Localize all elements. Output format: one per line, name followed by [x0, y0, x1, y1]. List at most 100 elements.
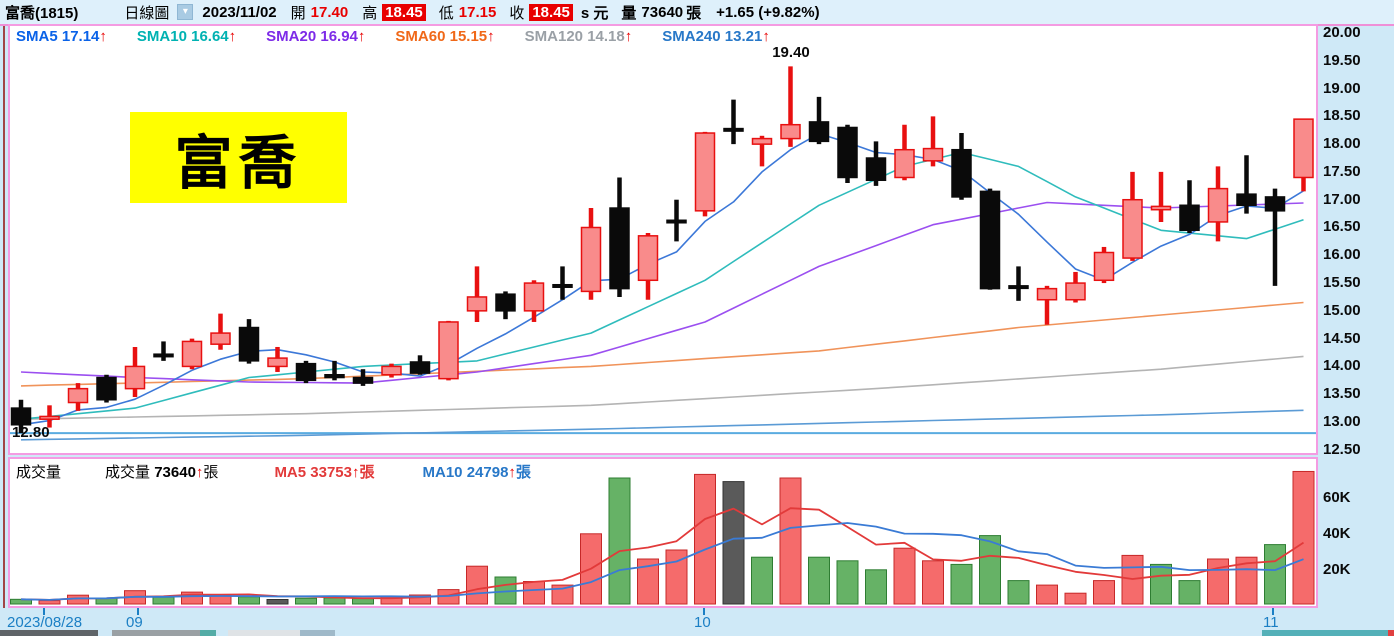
candle[interactable]	[238, 319, 260, 364]
candle[interactable]	[67, 383, 89, 411]
volume-bar[interactable]	[466, 565, 488, 605]
volume-bar[interactable]	[38, 600, 61, 605]
taskbar-fragment	[0, 630, 98, 636]
candle[interactable]	[780, 66, 801, 147]
volume-bar[interactable]	[409, 594, 431, 605]
sma-name: SMA240	[662, 28, 721, 45]
candle[interactable]	[922, 116, 944, 167]
candle[interactable]	[381, 363, 402, 378]
volume-bar[interactable]	[1264, 544, 1286, 605]
volume-bar[interactable]	[1292, 470, 1315, 605]
candle[interactable]	[837, 124, 858, 184]
candle[interactable]	[1179, 180, 1200, 234]
candle[interactable]	[1150, 171, 1172, 222]
volume-bar[interactable]	[694, 473, 716, 605]
volume-bar[interactable]	[950, 563, 973, 605]
volume-bar[interactable]	[266, 599, 289, 605]
candle[interactable]	[1236, 155, 1257, 214]
candle-body	[552, 283, 573, 288]
candle[interactable]	[39, 405, 60, 428]
price-axis-label: 19.50	[1323, 51, 1361, 69]
volume-bar[interactable]	[352, 598, 374, 605]
sma-value: 13.21	[724, 28, 763, 45]
candle[interactable]	[409, 355, 431, 375]
candle[interactable]	[694, 131, 716, 217]
candle[interactable]	[808, 96, 830, 145]
volume-bar[interactable]	[523, 581, 545, 605]
candlestick-chart-canvas[interactable]	[10, 26, 1316, 453]
candle[interactable]	[495, 291, 516, 320]
volume-bar[interactable]	[551, 584, 574, 605]
candle[interactable]	[552, 266, 573, 300]
candle[interactable]	[438, 320, 459, 381]
candle[interactable]	[523, 280, 545, 322]
candle[interactable]	[10, 399, 32, 434]
candle[interactable]	[580, 208, 602, 300]
candle[interactable]	[894, 124, 915, 181]
candle[interactable]	[666, 199, 687, 242]
price-chart-panel[interactable]: SMA5 17.14↑ SMA10 16.64↑ SMA20 16.94↑ SMA60…	[8, 24, 1318, 455]
candle[interactable]	[979, 188, 1001, 290]
candle[interactable]	[210, 313, 231, 350]
candle[interactable]	[1065, 271, 1086, 303]
candle[interactable]	[324, 360, 345, 381]
up-arrow-icon: ↑	[624, 28, 633, 45]
volume-bar[interactable]	[808, 556, 830, 605]
candle[interactable]	[1008, 266, 1029, 301]
candle-body	[1008, 285, 1029, 290]
volume-bar[interactable]	[1007, 580, 1030, 605]
candle[interactable]	[124, 346, 146, 397]
candle-body	[96, 376, 117, 401]
volume-bar[interactable]	[665, 549, 688, 605]
volume-bar[interactable]	[1093, 580, 1115, 605]
volume-bar[interactable]	[751, 556, 773, 605]
volume-bar[interactable]	[1207, 558, 1229, 605]
period-dropdown-icon[interactable]: ▾	[177, 4, 194, 20]
candle[interactable]	[96, 374, 117, 403]
volume-bar[interactable]	[722, 481, 745, 605]
volume-bar[interactable]	[1064, 592, 1087, 605]
candle[interactable]	[1293, 118, 1314, 192]
volume-bar[interactable]	[836, 560, 859, 605]
candle[interactable]	[1036, 285, 1058, 325]
candle[interactable]	[751, 135, 773, 167]
volume-bar[interactable]	[865, 569, 887, 605]
price-axis-label: 13.00	[1323, 412, 1361, 430]
window-left-edge	[3, 0, 5, 636]
volume-bar[interactable]	[1036, 584, 1058, 605]
candle[interactable]	[295, 360, 317, 384]
volume-bar[interactable]	[979, 535, 1001, 605]
volume-bar[interactable]	[608, 477, 631, 605]
candle[interactable]	[609, 177, 630, 297]
candle[interactable]	[181, 338, 203, 370]
candle[interactable]	[267, 346, 288, 372]
candle[interactable]	[466, 266, 488, 322]
candle-body	[1293, 118, 1314, 179]
volume-bar[interactable]	[779, 477, 802, 605]
volume-bar[interactable]	[637, 558, 659, 605]
volume-bar[interactable]	[1178, 580, 1201, 605]
candle[interactable]	[865, 141, 887, 186]
volume-chart-panel[interactable]: 成交量 成交量 73640↑張 MA5 33753↑張 MA10 24798↑張	[8, 457, 1318, 608]
candle[interactable]	[951, 133, 972, 200]
volume-bar[interactable]	[181, 591, 203, 605]
candle[interactable]	[1122, 171, 1143, 261]
candle[interactable]	[723, 99, 744, 145]
candle[interactable]	[1264, 188, 1286, 286]
volume-bar[interactable]	[238, 596, 260, 605]
candle[interactable]	[352, 369, 374, 386]
candle-body	[181, 340, 203, 368]
candle[interactable]	[153, 341, 174, 361]
candle-body	[894, 148, 915, 179]
volume-chart-canvas[interactable]	[10, 459, 1316, 606]
volume-bar[interactable]	[152, 596, 175, 605]
candle[interactable]	[1207, 166, 1229, 242]
volume-bar[interactable]	[893, 547, 916, 605]
volume-bar[interactable]	[295, 597, 317, 605]
volume-bar[interactable]	[323, 597, 346, 605]
candle[interactable]	[1093, 246, 1115, 284]
vol-ma5-arrow-icon: ↑	[352, 464, 360, 481]
volume-bar[interactable]	[922, 560, 944, 605]
volume-bar[interactable]	[1150, 563, 1172, 605]
candle[interactable]	[637, 233, 659, 300]
